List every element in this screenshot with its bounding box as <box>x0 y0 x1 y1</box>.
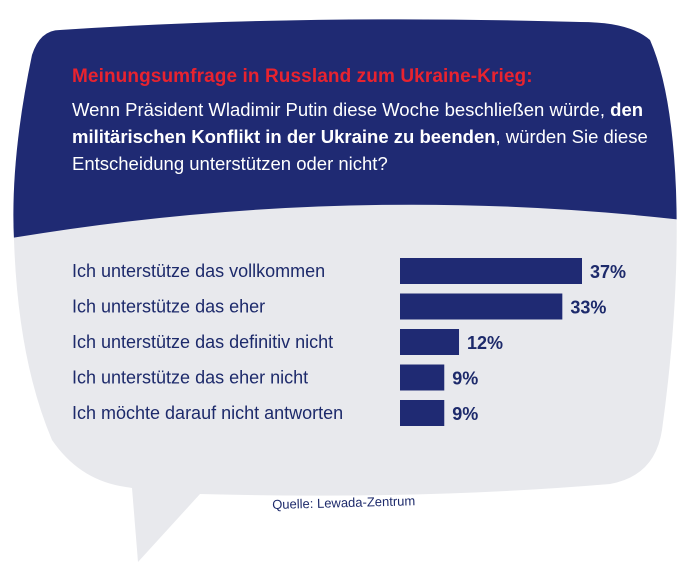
bar <box>400 329 460 355</box>
header-title: Meinungsumfrage in Russland zum Ukraine-… <box>72 66 533 87</box>
bar <box>400 400 445 426</box>
category-label: Ich unterstütze das eher <box>72 297 265 317</box>
category-label: Ich möchte darauf nicht antworten <box>72 403 343 423</box>
bar <box>400 293 563 320</box>
question-part-2: , würden Sie diese Entscheidung unterstü… <box>72 126 648 174</box>
bar <box>400 364 445 391</box>
category-label: Ich unterstütze das eher nicht <box>72 368 308 388</box>
category-label: Ich unterstütze das vollkommen <box>72 261 325 281</box>
question-part-1: Wenn Präsident Wladimir Putin diese Woch… <box>72 99 611 120</box>
category-label: Ich unterstütze das definitiv nicht <box>72 332 333 352</box>
survey-question: Wenn Präsident Wladimir Putin diese Woch… <box>72 96 672 177</box>
value-label: 33% <box>570 298 606 318</box>
value-label: 9% <box>452 369 478 389</box>
value-label: 12% <box>467 333 503 353</box>
header: Meinungsumfrage in Russland zum Ukraine-… <box>72 66 672 177</box>
value-label: 37% <box>590 262 626 282</box>
value-label: 9% <box>452 404 478 424</box>
question-bold: den militärischen Konflikt in der Ukrain… <box>72 99 644 147</box>
bar <box>400 258 582 284</box>
